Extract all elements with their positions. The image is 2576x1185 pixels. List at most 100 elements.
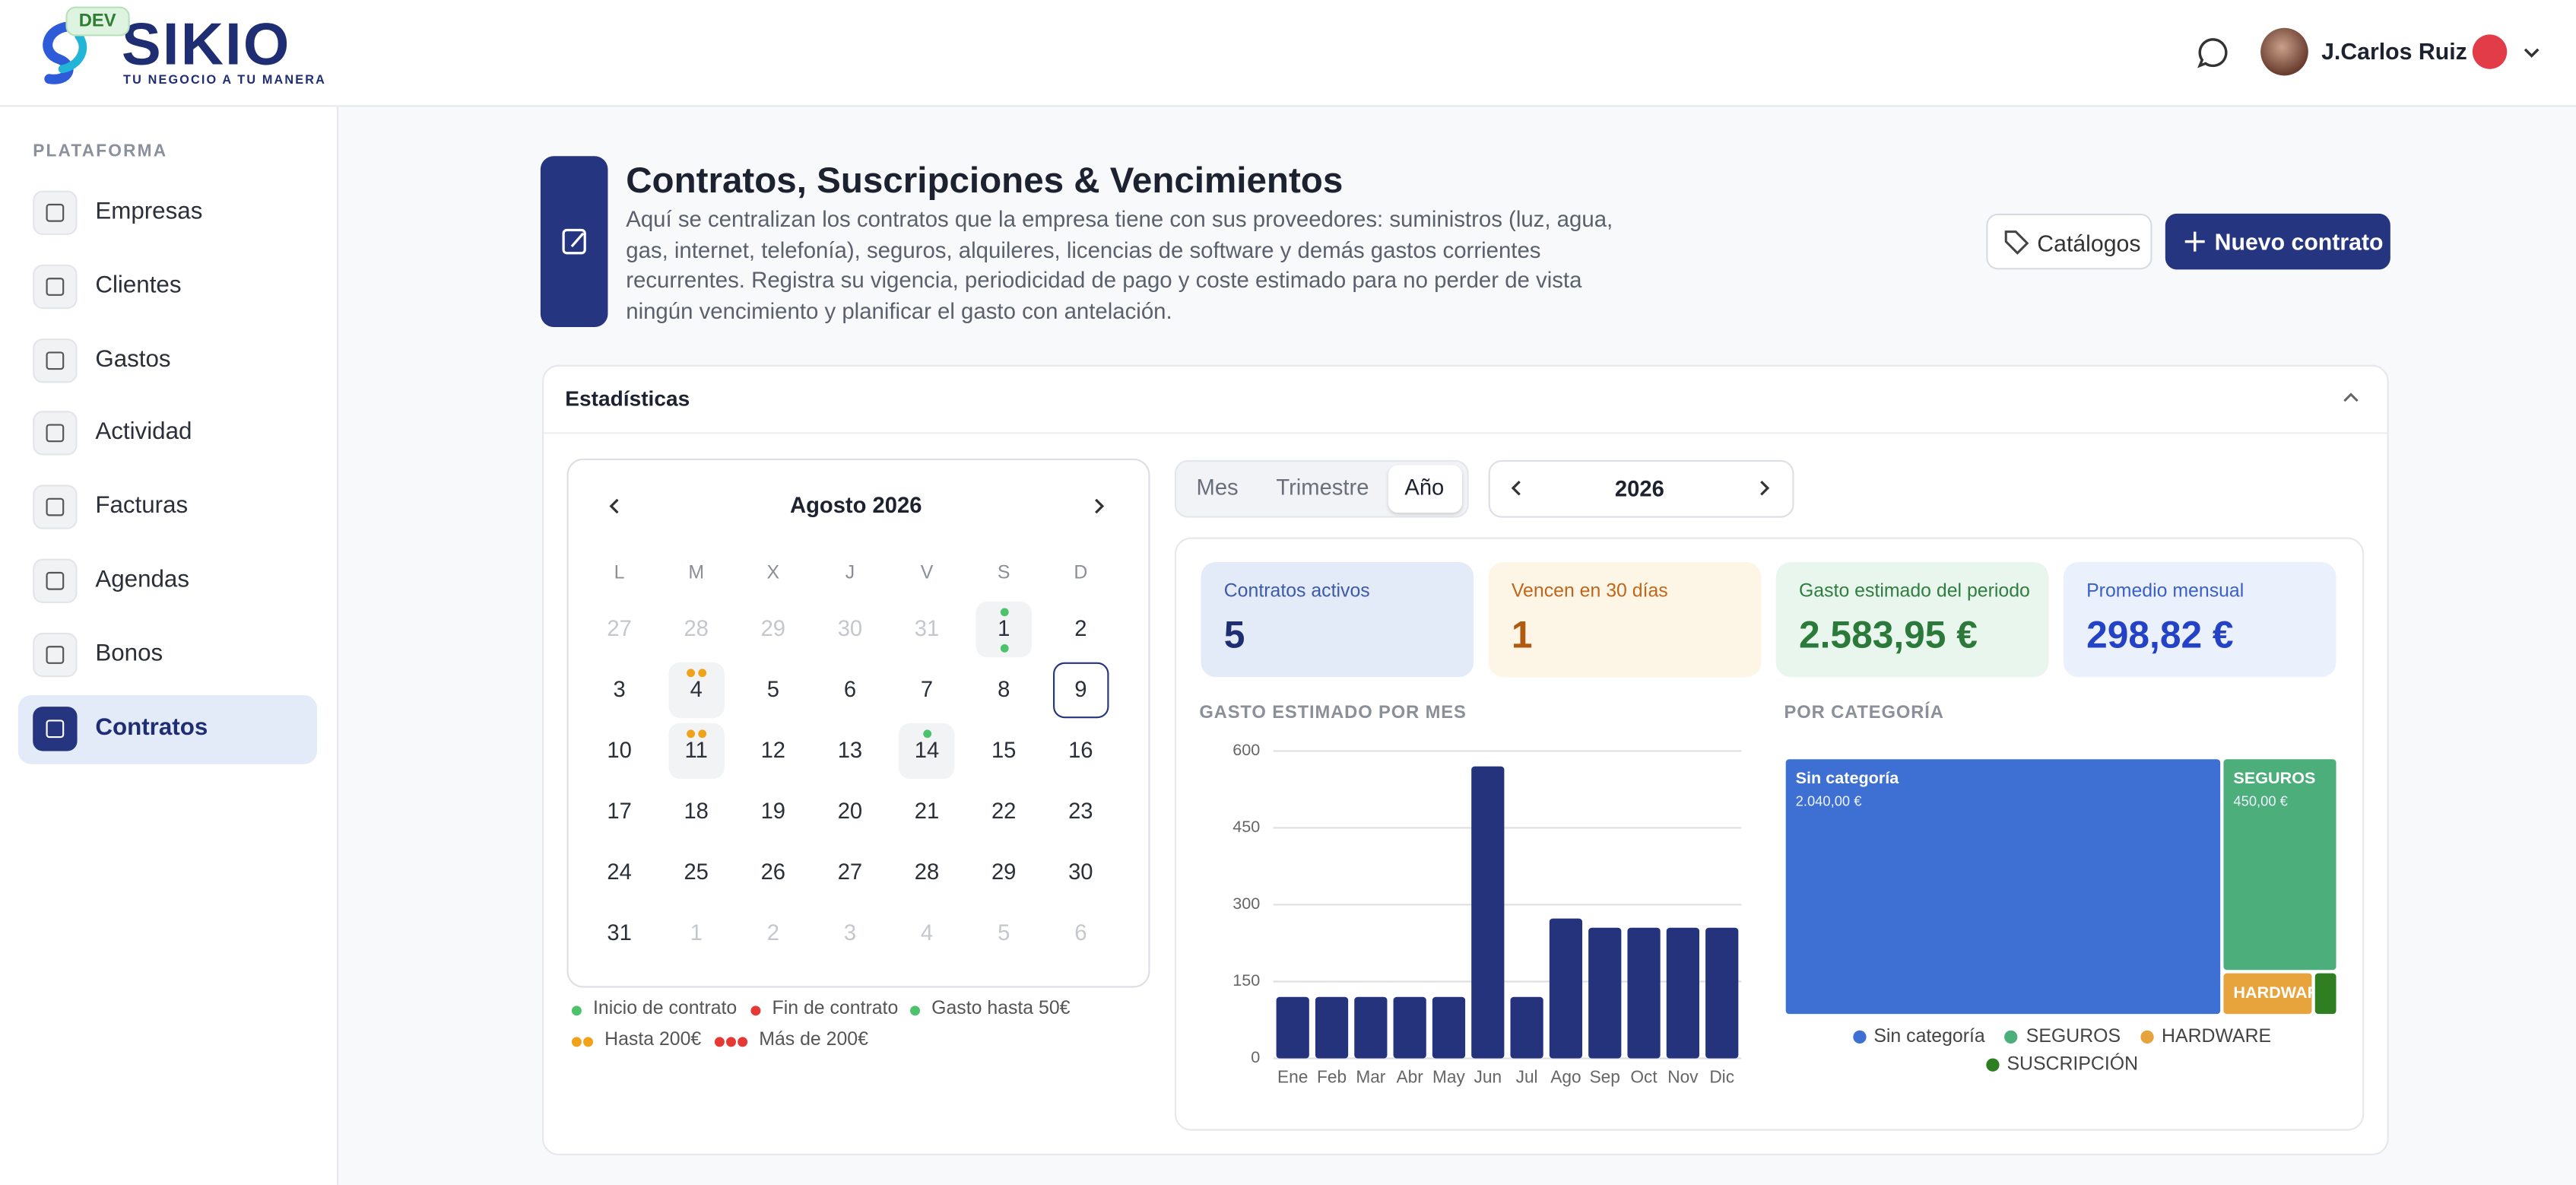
x-tick-label: Nov — [1667, 1066, 1699, 1086]
page-icon — [540, 156, 608, 327]
stat-label: Promedio mensual — [2086, 581, 2244, 602]
nav-item[interactable]: Clientes — [95, 272, 182, 299]
day[interactable]: 7 — [920, 677, 934, 702]
legend-dot — [571, 1006, 582, 1016]
collapse-chevron[interactable] — [2341, 388, 2361, 408]
bar — [1354, 996, 1388, 1059]
day-dot — [999, 643, 1008, 652]
next-month[interactable] — [1090, 497, 1109, 516]
bar — [1666, 927, 1699, 1059]
legend-dot — [910, 1006, 920, 1016]
nav-icon — [33, 190, 78, 235]
weekday: L — [614, 564, 625, 584]
x-tick-label: Jul — [1516, 1066, 1538, 1086]
treemap-legend-item[interactable]: SUSCRIPCIÓN — [1985, 1055, 2138, 1075]
nav-item[interactable]: Contratos — [95, 714, 208, 741]
x-tick-label: Dic — [1709, 1066, 1734, 1086]
user-menu-chevron[interactable] — [2522, 43, 2542, 62]
day[interactable]: 13 — [837, 738, 863, 763]
day[interactable]: 17 — [607, 799, 632, 824]
treemap-title: POR CATEGORÍA — [1784, 703, 1944, 723]
y-tick-label: 450 — [1232, 817, 1260, 836]
nav-item[interactable]: Agendas — [95, 567, 190, 594]
day[interactable]: 15 — [991, 738, 1017, 763]
day[interactable]: 27 — [837, 859, 863, 885]
x-tick-label: Ene — [1277, 1066, 1308, 1086]
day[interactable]: 29 — [760, 616, 786, 641]
day[interactable]: 25 — [684, 859, 709, 885]
day[interactable]: 19 — [760, 799, 786, 824]
divider — [544, 432, 2387, 434]
day[interactable]: 30 — [837, 616, 863, 641]
day[interactable]: 6 — [843, 677, 857, 702]
treemap-label: SEGUROS — [2233, 768, 2315, 787]
day[interactable]: 5 — [766, 677, 779, 702]
day[interactable]: 1 — [998, 616, 1010, 641]
day[interactable]: 16 — [1068, 738, 1093, 763]
day[interactable]: 9 — [1074, 677, 1087, 702]
day[interactable]: 8 — [998, 677, 1010, 702]
topbar — [0, 0, 2576, 107]
legend-dot — [583, 1037, 594, 1047]
day[interactable]: 12 — [760, 738, 786, 763]
day[interactable]: 29 — [991, 859, 1017, 885]
day[interactable]: 31 — [914, 616, 940, 641]
day[interactable]: 30 — [1068, 859, 1093, 885]
role-badge — [2472, 34, 2508, 69]
x-tick-label: Jun — [1474, 1066, 1502, 1086]
year-nav — [1488, 459, 1794, 518]
day[interactable]: 28 — [684, 616, 709, 641]
nav-item[interactable]: Empresas — [95, 199, 203, 226]
plus-icon — [2184, 231, 2205, 252]
period[interactable]: Año — [1404, 475, 1445, 500]
day[interactable]: 28 — [914, 859, 940, 885]
chat-icon[interactable] — [2197, 37, 2229, 69]
nav-item[interactable]: Facturas — [95, 493, 189, 520]
nav-item[interactable]: Gastos — [95, 346, 171, 373]
prev-month[interactable] — [604, 497, 624, 516]
nav-icon-glyph — [46, 351, 65, 370]
day[interactable]: 2 — [766, 920, 779, 945]
treemap-legend-item[interactable]: Sin categoría — [1852, 1027, 1985, 1047]
day[interactable]: 26 — [760, 859, 786, 885]
day[interactable]: 6 — [1074, 920, 1087, 945]
day[interactable]: 21 — [914, 799, 940, 824]
stat-label: Gasto estimado del periodo — [1798, 581, 2030, 602]
day[interactable]: 20 — [837, 799, 863, 824]
legend-dot — [738, 1037, 748, 1047]
y-tick-label: 600 — [1232, 740, 1260, 759]
nav-icon — [33, 411, 78, 456]
day[interactable]: 3 — [613, 677, 626, 702]
day[interactable]: 11 — [684, 738, 708, 763]
day[interactable]: 31 — [607, 920, 632, 945]
day[interactable]: 24 — [607, 859, 632, 885]
day[interactable]: 27 — [607, 616, 632, 641]
treemap-legend-item[interactable]: HARDWARE — [2140, 1027, 2271, 1047]
legend-swatch — [2140, 1030, 2154, 1044]
day[interactable]: 22 — [991, 799, 1017, 824]
day[interactable]: 14 — [914, 738, 940, 763]
treemap-legend-item[interactable]: SEGUROS — [2004, 1027, 2121, 1047]
user-name[interactable]: J.Carlos Ruiz — [2321, 37, 2467, 65]
day[interactable]: 4 — [690, 677, 703, 702]
avatar[interactable] — [2260, 27, 2308, 76]
day[interactable]: 5 — [998, 920, 1010, 945]
catalog-button[interactable]: Catálogos — [1986, 213, 2152, 270]
day[interactable]: 23 — [1068, 799, 1093, 824]
day[interactable]: 4 — [920, 920, 934, 945]
stat-card — [1201, 561, 1474, 678]
day[interactable]: 1 — [690, 920, 703, 945]
treemap-value: 450,00 € — [2233, 793, 2287, 809]
day[interactable]: 2 — [1074, 616, 1087, 641]
bar — [1315, 996, 1349, 1059]
nav-item[interactable]: Actividad — [95, 419, 192, 446]
day[interactable]: 10 — [607, 738, 632, 763]
nav-item[interactable]: Bonos — [95, 640, 163, 667]
period[interactable]: Mes — [1196, 475, 1239, 500]
day[interactable]: 18 — [684, 799, 709, 824]
prev-year[interactable] — [1506, 478, 1526, 498]
period[interactable]: Trimestre — [1276, 475, 1369, 500]
next-year[interactable] — [1755, 478, 1775, 498]
day[interactable]: 3 — [843, 920, 857, 945]
